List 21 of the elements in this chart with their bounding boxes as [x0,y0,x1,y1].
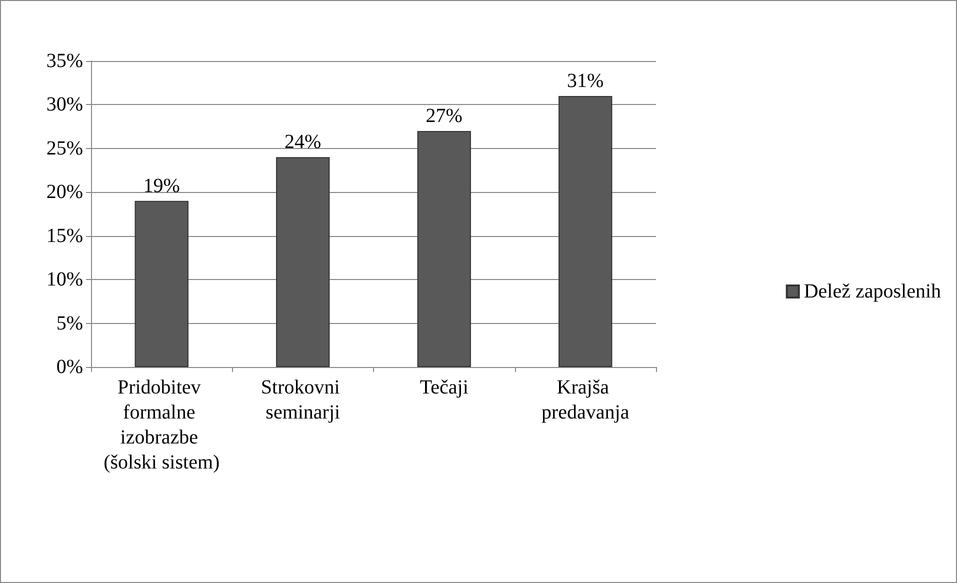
bar [417,130,471,367]
legend-label: Delež zaposlenih [804,280,942,302]
x-tick-label: Pridobitev formalne izobrazbe (šolski sistem) [104,376,220,474]
bar [134,200,188,367]
data-label: 31% [567,70,604,92]
data-label: 24% [284,131,322,154]
y-tick-label: 5% [56,312,83,334]
y-tick-label: 10% [46,268,83,291]
data-label: 19% [143,174,180,197]
y-tick-label: 20% [46,181,83,204]
data-label: 27% [426,104,462,127]
y-tick-label: 0% [56,356,83,378]
y-tick-label: 35% [46,50,83,72]
bar [276,157,330,367]
y-tick-label: 15% [46,224,83,247]
y-tick-label: 30% [46,94,83,116]
x-tick-label: Tečaji [420,376,469,398]
x-tick-label: Strokovni seminarji [260,376,345,424]
bar [558,96,612,367]
x-tick-label: Krajša predavanja [542,376,630,424]
y-tick-label: 25% [46,137,83,160]
